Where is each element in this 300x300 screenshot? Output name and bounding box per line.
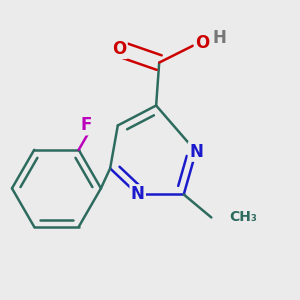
Text: F: F xyxy=(81,116,92,134)
Text: N: N xyxy=(189,142,203,160)
Text: O: O xyxy=(112,40,127,58)
Text: O: O xyxy=(195,34,209,52)
Text: N: N xyxy=(131,185,145,203)
Text: H: H xyxy=(212,29,226,47)
Text: CH₃: CH₃ xyxy=(230,211,258,224)
